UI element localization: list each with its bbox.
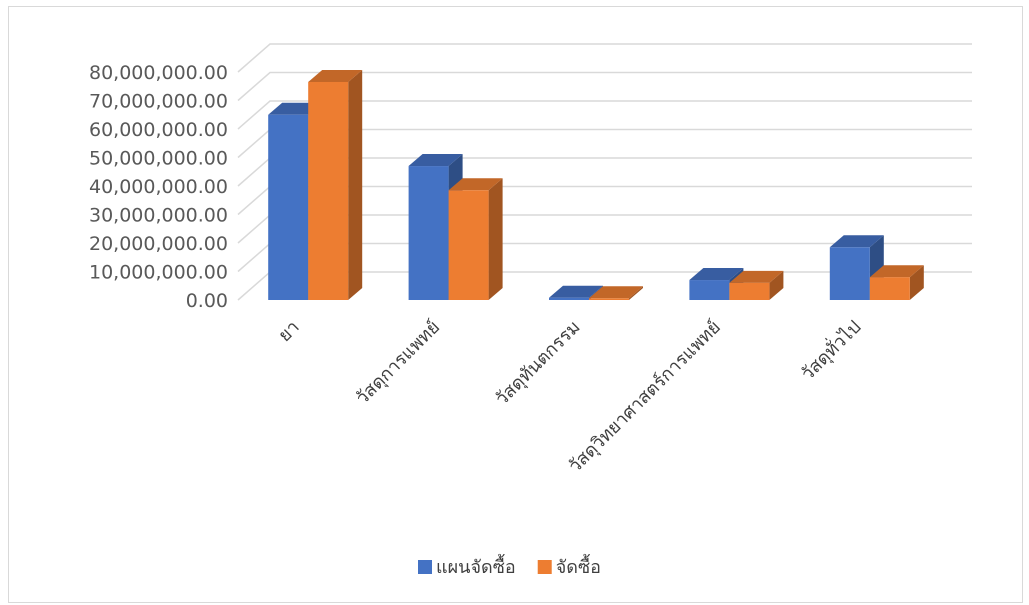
y-tick-label: 70,000,000.00 <box>89 91 228 113</box>
y-tick-label: 0.00 <box>186 290 228 312</box>
chart-frame <box>8 6 1023 603</box>
y-axis-tick-labels: 0.00 10,000,000.00 20,000,000.00 30,000,000… <box>89 62 228 312</box>
bar <box>729 270 784 300</box>
bar <box>689 268 744 300</box>
gridline <box>237 43 972 73</box>
x-tick-label: วัสดุการแพทย์ <box>352 317 444 409</box>
y-tick-label: 80,000,000.00 <box>89 62 228 84</box>
legend-swatch <box>418 560 432 574</box>
y-tick-label: 50,000,000.00 <box>89 148 228 170</box>
y-tick-label: 60,000,000.00 <box>89 119 228 141</box>
gridline <box>237 71 972 102</box>
y-tick-label: 10,000,000.00 <box>89 262 228 284</box>
bar <box>448 178 503 300</box>
legend-swatch <box>537 560 552 574</box>
y-tick-label: 40,000,000.00 <box>89 176 228 198</box>
legend-label: จัดซื้อ <box>556 554 601 578</box>
bar <box>308 69 363 300</box>
gridline <box>237 100 972 130</box>
bar <box>589 286 643 300</box>
y-tick-label: 20,000,000.00 <box>89 233 228 255</box>
legend: แผนจัดซื้อ จัดซื้อ <box>418 554 601 578</box>
x-tick-label: วัสดุทั่วไป <box>795 315 865 385</box>
x-tick-label: ยา <box>274 317 303 346</box>
x-tick-label: วัสดุทันตกรรม <box>491 317 584 410</box>
y-tick-label: 30,000,000.00 <box>89 205 228 227</box>
x-axis-tick-labels: ยา วัสดุการแพทย์ วัสดุทันตกรรมวัสดุวิทยาศา… <box>274 315 865 478</box>
legend-label: แผนจัดซื้อ <box>436 554 516 578</box>
bars <box>268 69 924 300</box>
bar <box>869 265 924 300</box>
x-tick-label: วัสดุวิทยาศาสตร์การแพทย์ <box>565 317 725 477</box>
